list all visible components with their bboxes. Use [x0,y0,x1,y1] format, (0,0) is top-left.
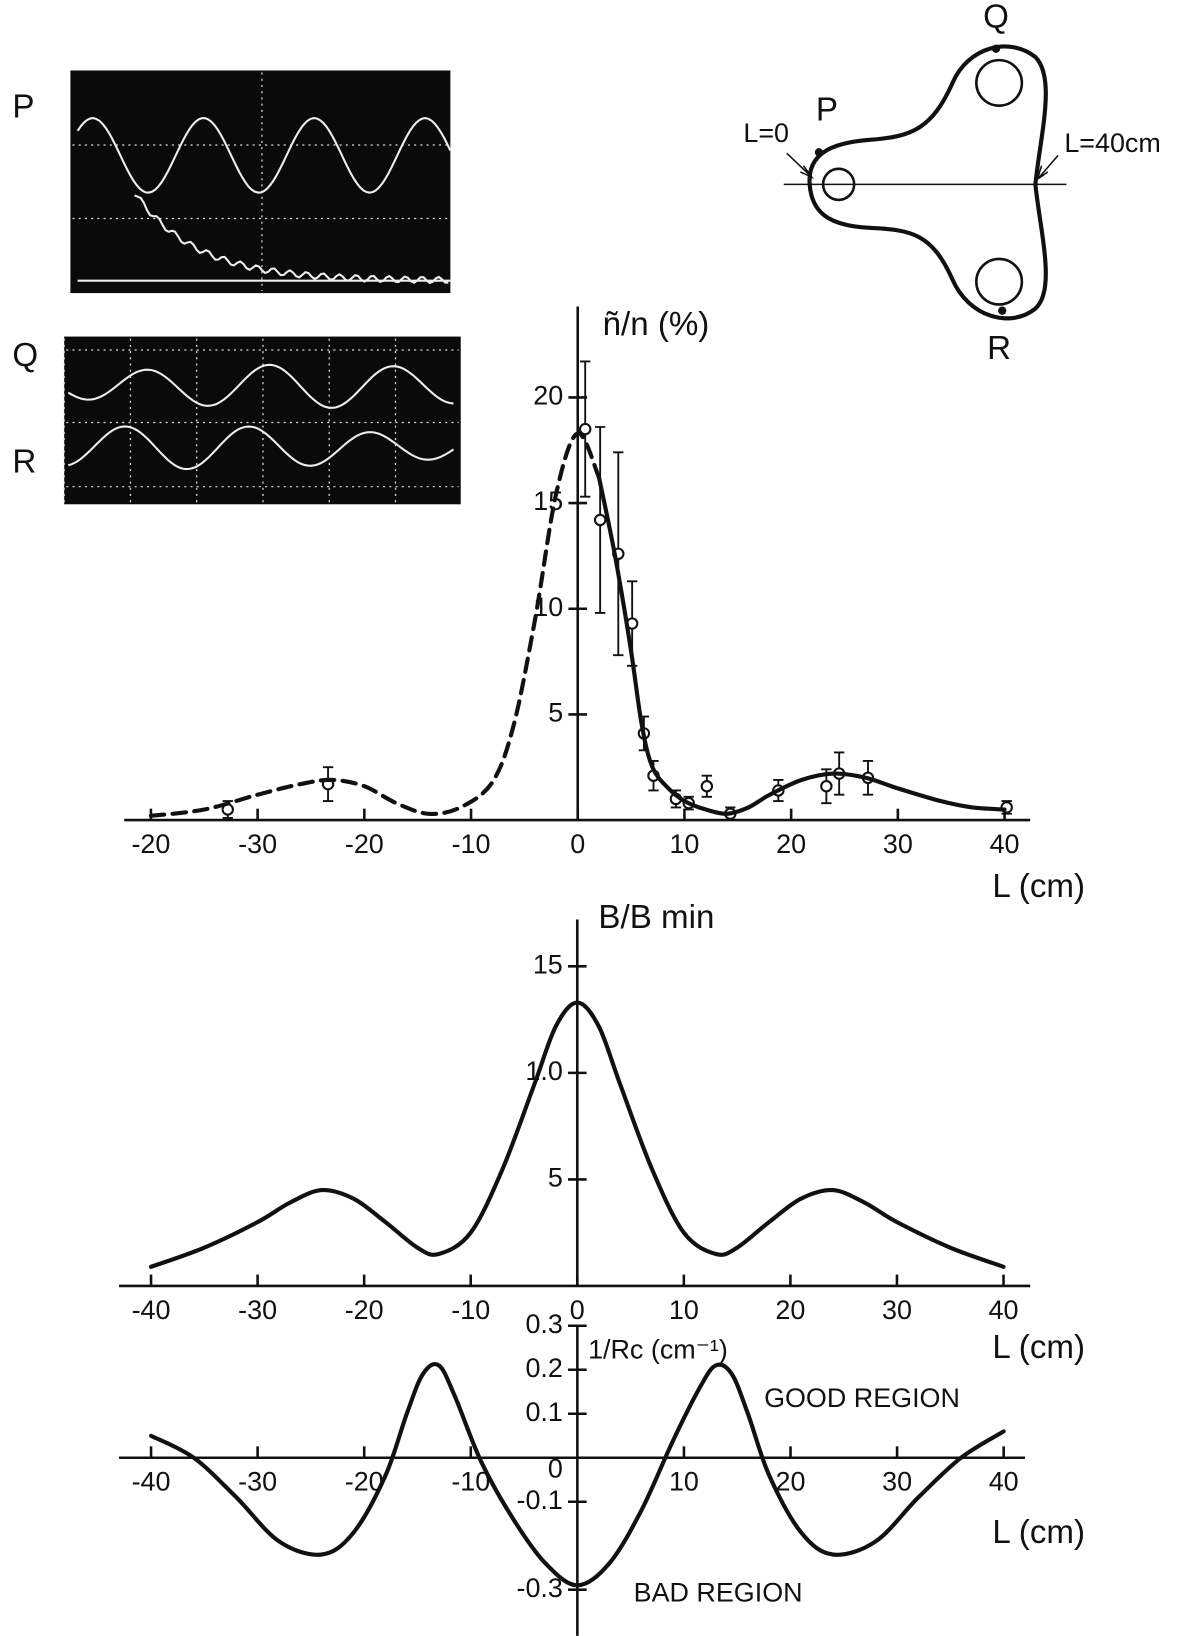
x-tick-label: 10 [669,1467,699,1497]
coil [975,257,1024,306]
diagram-label: L=0 [743,118,789,148]
x-tick-label: -10 [452,829,491,859]
x-tick-label: 40 [990,829,1020,859]
y-axis-label: ñ/n (%) [603,306,710,343]
y-tick-label: 0.2 [525,1353,562,1383]
inset-label: Q [12,337,38,374]
x-tick-label: -20 [345,829,384,859]
scope-traces [63,72,459,503]
y-tick-label: 20 [533,381,563,411]
x-tick-label: -20 [131,829,170,859]
x-tick-label: -10 [451,1467,490,1497]
data-point [820,780,833,793]
x-tick-label: -30 [238,1467,277,1497]
x-tick-label: -10 [451,1295,490,1325]
x-tick-label: 20 [776,829,806,859]
probe-point [991,44,1001,53]
curve [148,431,602,818]
inset-label: P [12,89,34,126]
y-axis-label: B/B min [598,899,714,936]
x-tick-label: 30 [882,1467,912,1497]
x-tick-label: 20 [776,1467,806,1497]
annotation: BAD REGION [634,1578,803,1608]
x-tick-label: -40 [132,1467,171,1497]
y-tick-label: -0.1 [516,1485,562,1515]
scope-p [70,70,451,294]
diagram-label: P [816,92,838,129]
device-outline [807,44,1048,321]
x-tick-label: -40 [132,1295,171,1325]
data-point [700,780,714,793]
y-tick-label: 15 [533,949,563,979]
annotation: GOOD REGION [764,1383,960,1413]
x-axis-label: L (cm) [992,1329,1085,1366]
y-tick-label: 0.1 [525,1397,562,1427]
x-tick-label: 30 [883,829,913,859]
data-point [593,513,607,527]
x-tick-label: 0 [570,1295,585,1325]
y-tick-label: -0.3 [516,1573,562,1603]
coil [975,58,1024,107]
scope-trace [134,194,449,285]
x-tick-label: 10 [669,829,699,859]
x-tick-label: 40 [989,1295,1019,1325]
y-tick-label: 0.3 [525,1309,562,1339]
curve [596,475,1007,816]
data-point [578,422,592,436]
curve [148,1000,1006,1269]
y-axis-label: 1/Rc (cm⁻¹) [588,1334,728,1364]
x-axis-label: L (cm) [992,868,1085,905]
arrow [786,152,815,180]
arrow [1036,154,1059,182]
probe-point [998,306,1007,315]
diagram-label: R [987,330,1011,367]
scope-trace [67,363,454,409]
x-axis-label: L (cm) [992,1514,1085,1551]
scope-trace [68,425,455,471]
probe-point [814,148,824,157]
inset-label: R [12,444,36,481]
x-tick-label: 40 [989,1467,1019,1497]
y-tick-label: 5 [548,698,563,728]
x-tick-label: 10 [669,1295,699,1325]
diagram-label: L=40cm [1064,128,1160,158]
scope-trace [76,117,452,194]
y-tick-label: 0 [548,1453,563,1483]
y-tick-label: 5 [548,1163,563,1193]
x-tick-label: -30 [238,1295,277,1325]
curve [148,1362,1006,1588]
diagram-label: Q [983,0,1009,35]
coil [821,167,856,202]
x-tick-label: 20 [775,1295,805,1325]
x-tick-label: -20 [345,1295,384,1325]
x-tick-label: -30 [238,829,277,859]
x-tick-label: 30 [882,1295,912,1325]
x-tick-label: 0 [570,829,585,859]
